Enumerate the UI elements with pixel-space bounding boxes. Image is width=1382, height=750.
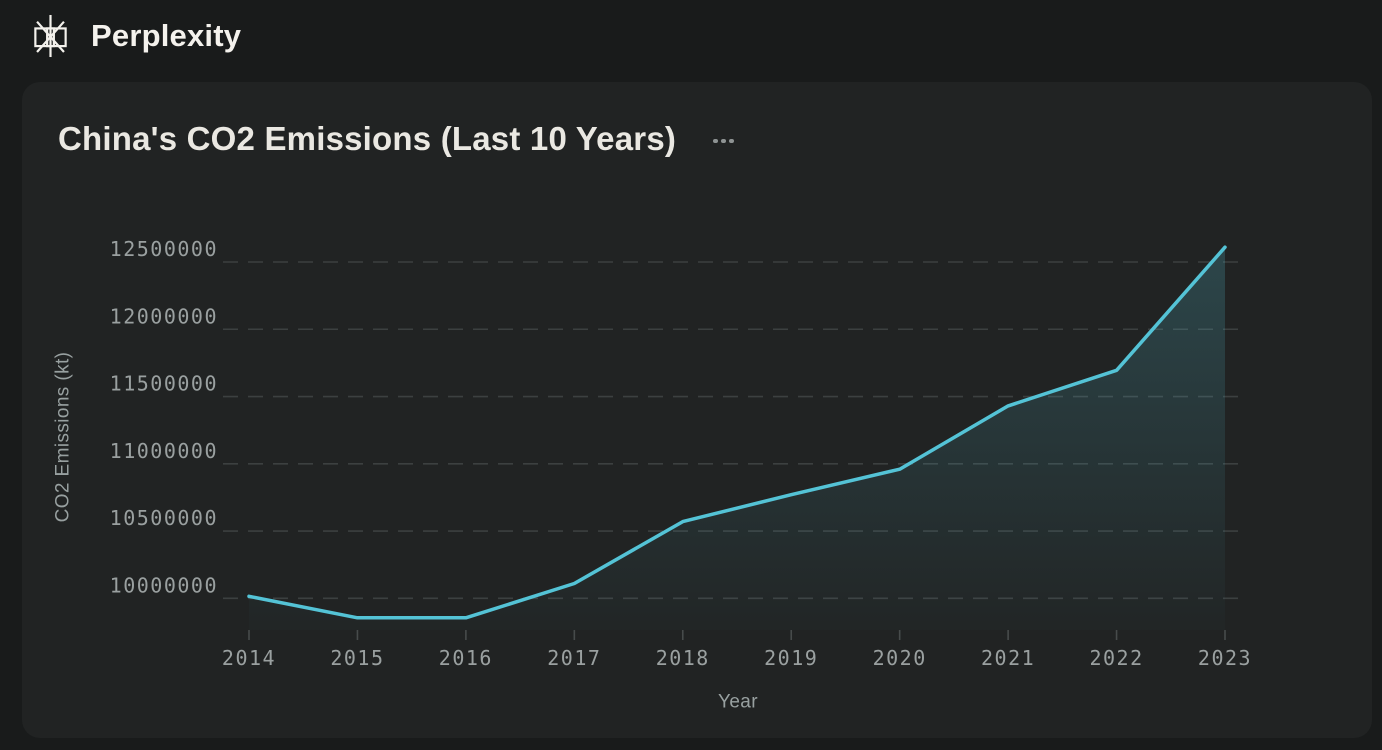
x-tick-label: 2023: [1198, 646, 1252, 670]
y-tick-label: 12500000: [110, 237, 218, 261]
x-axis-title: Year: [718, 692, 758, 713]
y-axis-title: CO2 Emissions (kt): [53, 352, 74, 523]
x-tick-label: 2019: [764, 646, 818, 670]
card-header: China's CO2 Emissions (Last 10 Years): [58, 118, 738, 160]
x-axis: 2014 2015 2016 2017 2018 2019 2020 2021 2022 2023: [222, 630, 1252, 670]
y-tick-label: 11000000: [110, 439, 218, 463]
emissions-area-chart: 2014 2015 2016 2017 2018 2019 2020 2021 2022 2023…: [53, 237, 1252, 713]
chart-card: China's CO2 Emissions (Last 10 Years) 20…: [22, 82, 1372, 738]
x-tick-label: 2021: [981, 646, 1035, 670]
perplexity-asterisk-logo-icon: [33, 14, 67, 58]
x-tick-label: 2022: [1089, 646, 1143, 670]
top-bar: Perplexity: [0, 0, 1382, 72]
x-tick-label: 2017: [547, 646, 601, 670]
perplexity-logo[interactable]: [30, 11, 70, 61]
x-tick-label: 2014: [222, 646, 276, 670]
series-area: [249, 247, 1225, 630]
y-tick-label: 11500000: [110, 372, 218, 396]
area-layer: [249, 247, 1225, 630]
card-title: China's CO2 Emissions (Last 10 Years): [58, 120, 677, 157]
card-menu-button[interactable]: [709, 133, 738, 150]
y-axis: 10000000 10500000 11000000 11500000 12000000…: [110, 237, 218, 597]
y-tick-label: 10500000: [110, 506, 218, 530]
x-tick-label: 2018: [656, 646, 710, 670]
y-tick-label: 10000000: [110, 573, 218, 597]
x-tick-label: 2016: [439, 646, 493, 670]
x-tick-label: 2020: [873, 646, 927, 670]
series-line: [247, 245, 1227, 620]
line-layer: [247, 245, 1227, 620]
x-tick-label: 2015: [330, 646, 384, 670]
ellipsis-icon: [713, 138, 734, 144]
y-tick-label: 12000000: [110, 304, 218, 328]
brand-wordmark: Perplexity: [91, 18, 242, 53]
